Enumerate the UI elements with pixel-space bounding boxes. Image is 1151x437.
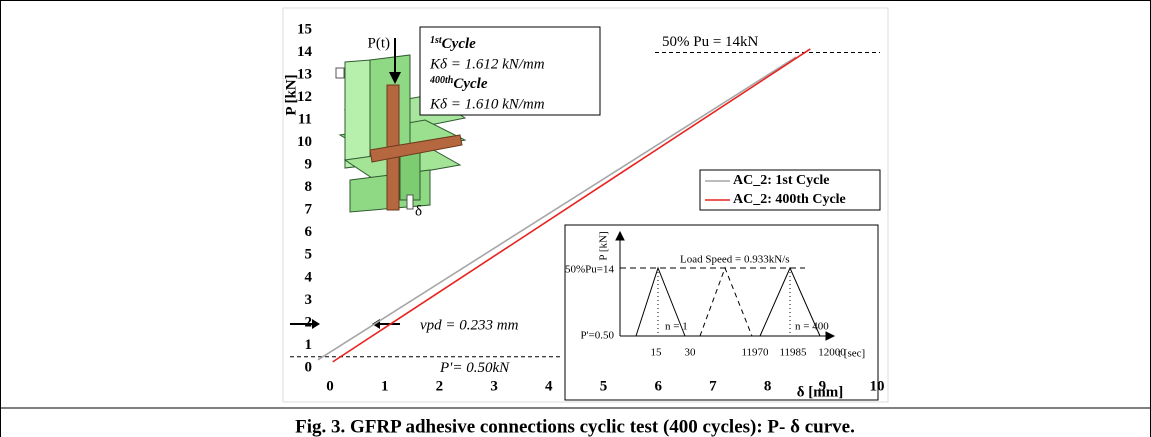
x-axis-label: δ [mm] xyxy=(797,384,844,400)
y-tick-label: 7 xyxy=(305,202,313,218)
y-tick-label: 9 xyxy=(305,157,313,173)
cycle-stiffness: Kδ = 1.610 kN/mm xyxy=(429,96,545,112)
load-arrowhead xyxy=(389,72,401,84)
reference-label: P'= 0.50kN xyxy=(439,360,510,376)
y-tick-label: 0 xyxy=(305,359,313,375)
specimen-illustration xyxy=(335,54,467,213)
stiffness-box xyxy=(419,26,601,116)
displacement-label: δ xyxy=(415,203,422,219)
inset-cycle-label: n = 400 xyxy=(795,321,829,333)
inset-cycle-label: n = 1 xyxy=(665,321,688,333)
y-tick-label: 6 xyxy=(305,224,313,240)
load-label: P(t) xyxy=(368,35,391,51)
inset-schematic xyxy=(615,230,836,341)
x-tick-label: 9 xyxy=(819,378,827,394)
x-tick-label: 6 xyxy=(654,378,662,394)
offset-arrowhead xyxy=(312,319,320,329)
x-tick-label: 5 xyxy=(600,378,608,394)
inset-x-tick-label: 11970 xyxy=(741,347,769,359)
chart-area xyxy=(282,7,889,403)
y-tick-label: 5 xyxy=(305,247,313,263)
offset-label: vpd = 0.233 mm xyxy=(420,317,519,333)
y-tick-label: 15 xyxy=(297,21,312,37)
series-line xyxy=(332,48,811,363)
x-tick-label: 7 xyxy=(709,378,717,394)
y-tick-label: 2 xyxy=(305,314,313,330)
cycle-stiffness: Kδ = 1.612 kN/mm xyxy=(429,56,545,72)
inset-x-tick-label: 11985 xyxy=(779,347,807,359)
x-tick-label: 10 xyxy=(870,378,885,394)
x-tick-label: 1 xyxy=(381,378,389,394)
inset-y-tick-label: P'=0.50 xyxy=(580,330,614,342)
inset-box xyxy=(564,224,879,401)
inset-y-label: P [kN] xyxy=(598,231,610,260)
inset-x-tick-label: 30 xyxy=(685,347,697,359)
x-tick-label: 0 xyxy=(326,378,334,394)
x-tick-label: 8 xyxy=(764,378,772,394)
y-tick-label: 11 xyxy=(298,112,312,128)
cycle-label: Cycle xyxy=(442,36,476,52)
y-tick-label: 1 xyxy=(305,337,313,353)
inset-y-tick-label: 50%Pu=14 xyxy=(565,264,614,276)
cycle-label: Cycle xyxy=(453,76,487,92)
y-tick-label: 14 xyxy=(297,44,313,60)
y-tick-label: 13 xyxy=(297,67,312,83)
y-tick-label: 8 xyxy=(305,179,313,195)
legend xyxy=(699,169,881,211)
cycle-title: 1stCycle xyxy=(430,35,476,52)
y-tick-label: 4 xyxy=(305,269,313,285)
inset-x-tick-label: 15 xyxy=(651,347,663,359)
caption: Fig. 3. GFRP adhesive connections cyclic… xyxy=(295,416,855,437)
y-tick-label: 3 xyxy=(305,292,313,308)
inset-speed-label: Load Speed = 0.933kN/s xyxy=(680,254,789,266)
x-tick-label: 3 xyxy=(490,378,498,394)
y-tick-label: 10 xyxy=(297,134,312,150)
cycle-ordinal: 400th xyxy=(429,75,454,86)
cycle-title: 400thCycle xyxy=(429,75,488,92)
reference-label: 50% Pu = 14kN xyxy=(662,34,759,50)
legend-label: AC_2: 400th Cycle xyxy=(733,192,846,207)
inset-x-tick-label: 12000 xyxy=(818,347,846,359)
y-axis-label: P [kN] xyxy=(283,74,299,115)
cycle-ordinal: 1st xyxy=(430,35,443,46)
legend-label: AC_2: 1st Cycle xyxy=(733,173,829,188)
x-tick-label: 4 xyxy=(545,378,553,394)
inset-x-label: t [sec] xyxy=(838,348,865,360)
y-tick-label: 12 xyxy=(297,89,312,105)
series-line xyxy=(317,56,797,361)
x-tick-label: 2 xyxy=(436,378,444,394)
